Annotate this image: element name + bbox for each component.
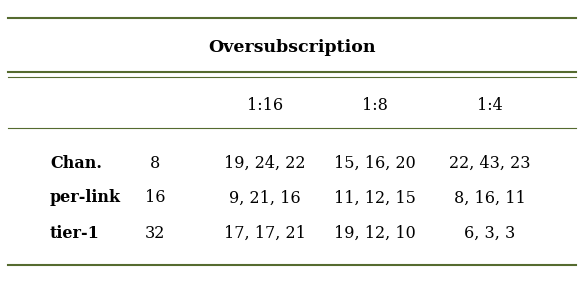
Text: 32: 32 [145, 224, 165, 241]
Text: 22, 43, 23: 22, 43, 23 [449, 154, 531, 172]
Text: 1:4: 1:4 [477, 97, 503, 114]
Text: 1:16: 1:16 [247, 97, 283, 114]
Text: 8: 8 [150, 154, 160, 172]
Text: Oversubscription: Oversubscription [208, 39, 376, 57]
Text: 19, 12, 10: 19, 12, 10 [334, 224, 416, 241]
Text: 6, 3, 3: 6, 3, 3 [464, 224, 516, 241]
Text: 11, 12, 15: 11, 12, 15 [334, 189, 416, 206]
Text: 9, 21, 16: 9, 21, 16 [229, 189, 301, 206]
Text: Chan.: Chan. [50, 154, 102, 172]
Text: tier-1: tier-1 [50, 224, 100, 241]
Text: 8, 16, 11: 8, 16, 11 [454, 189, 526, 206]
Text: 19, 24, 22: 19, 24, 22 [224, 154, 306, 172]
Text: 17, 17, 21: 17, 17, 21 [224, 224, 306, 241]
Text: 1:8: 1:8 [362, 97, 388, 114]
Text: 15, 16, 20: 15, 16, 20 [334, 154, 416, 172]
Text: per-link: per-link [50, 189, 121, 206]
Text: 16: 16 [145, 189, 165, 206]
